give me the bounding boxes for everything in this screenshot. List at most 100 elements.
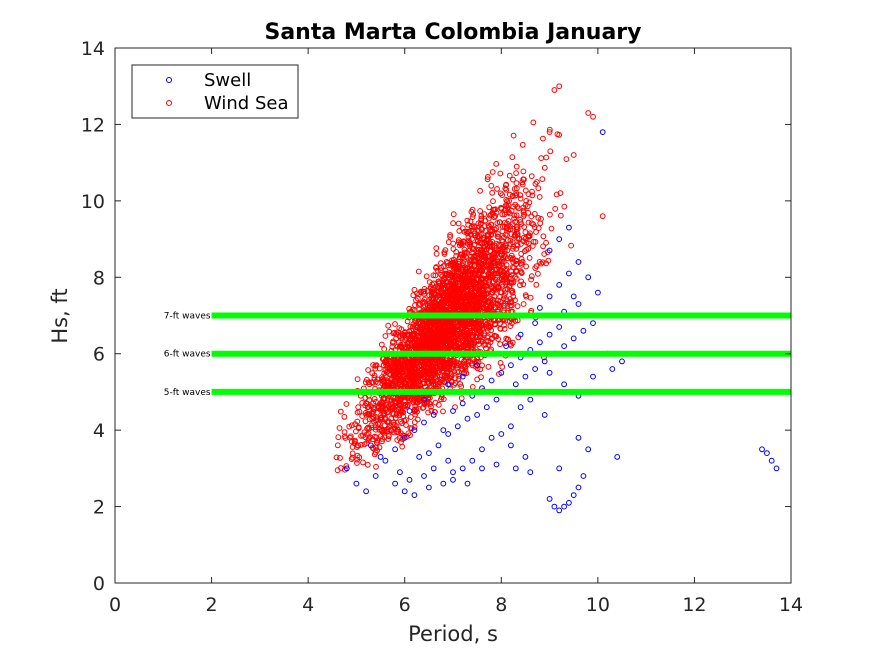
swell-point (445, 381, 452, 388)
swell-point (570, 335, 577, 342)
windsea-point (421, 334, 428, 340)
windsea-point (501, 326, 508, 332)
windsea-point (487, 262, 494, 269)
windsea-point (511, 212, 518, 219)
windsea-point (433, 363, 440, 370)
swell-point (614, 454, 621, 460)
windsea-point (488, 182, 495, 189)
windsea-point (507, 323, 514, 330)
windsea-point (552, 205, 559, 212)
windsea-point (427, 330, 434, 337)
windsea-point (431, 321, 438, 328)
windsea-point (513, 267, 520, 274)
windsea-point (525, 191, 532, 198)
swell-point (401, 488, 408, 495)
windsea-point (503, 182, 509, 189)
windsea-point (478, 374, 484, 381)
swell-point (556, 507, 563, 514)
swell-point (575, 484, 582, 491)
windsea-point (514, 241, 520, 248)
windsea-point (447, 234, 454, 240)
windsea-point (528, 276, 534, 283)
swell-point (483, 404, 490, 411)
windsea-point (466, 281, 473, 288)
swell-point (469, 457, 476, 464)
windsea-point (478, 213, 485, 220)
windsea-point (394, 357, 400, 364)
windsea-point (427, 285, 434, 292)
windsea-point (520, 176, 527, 183)
axis-ticks: 0 2 4 6 8 10 12 14 0 2 4 6 8 10 12 14 (81, 38, 803, 616)
windsea-point (390, 374, 396, 381)
windsea-point (432, 272, 439, 279)
windsea-point (501, 211, 508, 218)
windsea-point (504, 255, 511, 262)
windsea-point (513, 275, 520, 282)
windsea-point (440, 282, 447, 289)
swell-point (527, 469, 534, 476)
windsea-point (590, 113, 596, 120)
windsea-point (539, 259, 546, 266)
windsea-point (513, 258, 519, 265)
windsea-point (478, 232, 484, 238)
windsea-point (503, 262, 510, 268)
windsea-point (513, 170, 519, 177)
windsea-point (348, 456, 355, 463)
windsea-point (517, 282, 523, 289)
windsea-point (528, 173, 535, 180)
windsea-point (484, 262, 491, 269)
windsea-point (507, 241, 514, 247)
windsea-point (450, 211, 457, 218)
windsea-point (499, 192, 506, 199)
swell-point (585, 274, 592, 281)
swell-point (430, 465, 437, 472)
windsea-point (532, 239, 539, 245)
swell-point (508, 442, 514, 449)
swell-point (411, 427, 418, 434)
windsea-point (385, 436, 392, 442)
windsea-point (393, 335, 400, 342)
windsea-point (442, 247, 449, 254)
windsea-point (513, 257, 520, 264)
swell-point (590, 320, 596, 327)
windsea-point (459, 321, 466, 328)
windsea-point (458, 356, 465, 363)
swell-point (508, 423, 514, 430)
swell-point (768, 457, 775, 464)
windsea-point (507, 341, 514, 347)
windsea-point (522, 202, 529, 208)
windsea-point (539, 176, 546, 183)
windsea-point (400, 357, 406, 364)
swell-point (406, 476, 413, 483)
windsea-point (404, 318, 411, 325)
windsea-point (462, 254, 469, 261)
windsea-point (343, 463, 350, 469)
windsea-point (570, 152, 577, 158)
swell-point (397, 469, 403, 476)
windsea-point (372, 378, 379, 385)
x-tick-label: 0 (109, 594, 121, 616)
swell-point (590, 373, 596, 380)
windsea-point (464, 217, 471, 224)
windsea-point (508, 298, 515, 305)
chart-title: Santa Marta Colombia January (264, 20, 641, 45)
swell-point (392, 480, 399, 487)
windsea-point (514, 203, 521, 210)
windsea-point (547, 148, 554, 155)
windsea-point (451, 264, 458, 270)
windsea-point (432, 399, 439, 406)
windsea-point (445, 262, 452, 269)
windsea-point (540, 243, 546, 250)
windsea-point (334, 467, 341, 474)
windsea-point (446, 327, 453, 333)
windsea-point (337, 455, 343, 461)
windsea-point (405, 430, 412, 437)
windsea-point (505, 237, 511, 244)
windsea-point (525, 219, 532, 226)
swell-point (411, 492, 418, 499)
windsea-point (468, 295, 474, 302)
windsea-point (477, 283, 484, 289)
windsea-point (484, 174, 491, 180)
windsea-point (466, 332, 472, 339)
windsea-point (546, 126, 553, 133)
